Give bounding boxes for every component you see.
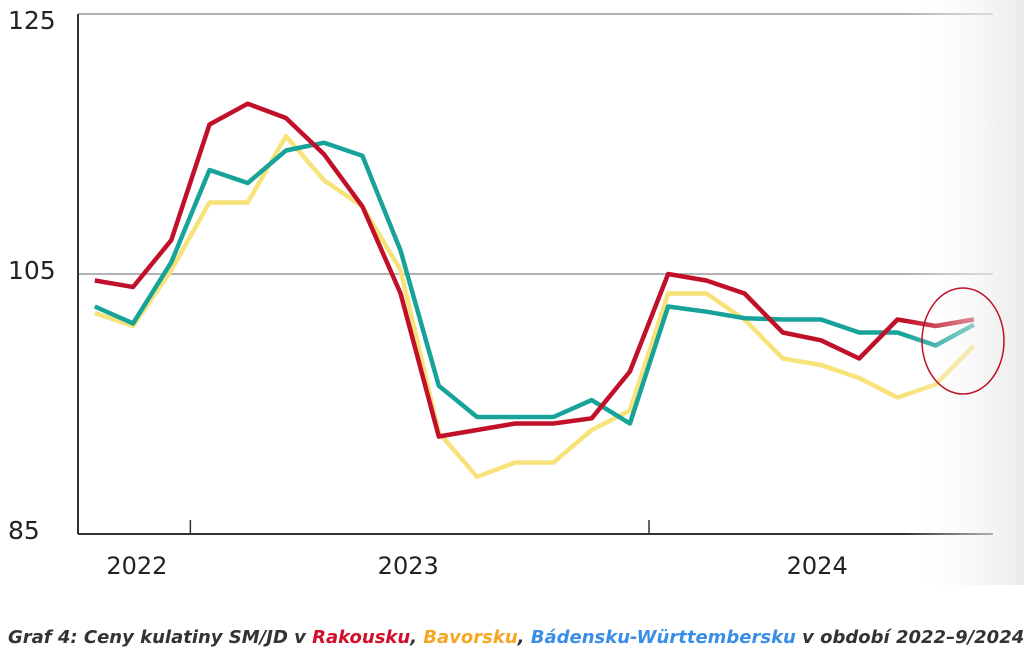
y-tick-label: 85 (8, 516, 40, 545)
series-line (93, 140, 975, 426)
x-tick-label: 2022 (106, 552, 167, 580)
highlight-circle (921, 287, 1005, 395)
caption-sep: , (517, 627, 531, 648)
caption-prefix: Graf 4: Ceny kulatiny SM/JD v (8, 627, 312, 648)
caption: Graf 4: Ceny kulatiny SM/JD v Rakousku, … (8, 627, 1024, 648)
caption-sep: , (409, 627, 423, 648)
caption-series: Bádensku-Württembersku (531, 627, 796, 648)
caption-series: Bavorsku (423, 627, 518, 648)
fade-overlay (905, 0, 1024, 585)
y-tick-label: 125 (8, 6, 56, 35)
y-tick-label: 105 (8, 256, 56, 285)
series-line (94, 101, 975, 439)
caption-series: Rakousku (312, 627, 410, 648)
x-tick-label: 2024 (787, 552, 848, 580)
series-line (94, 133, 976, 480)
x-tick-label: 2023 (378, 552, 439, 580)
caption-suffix: v období 2022–9/2024 (796, 627, 1024, 648)
